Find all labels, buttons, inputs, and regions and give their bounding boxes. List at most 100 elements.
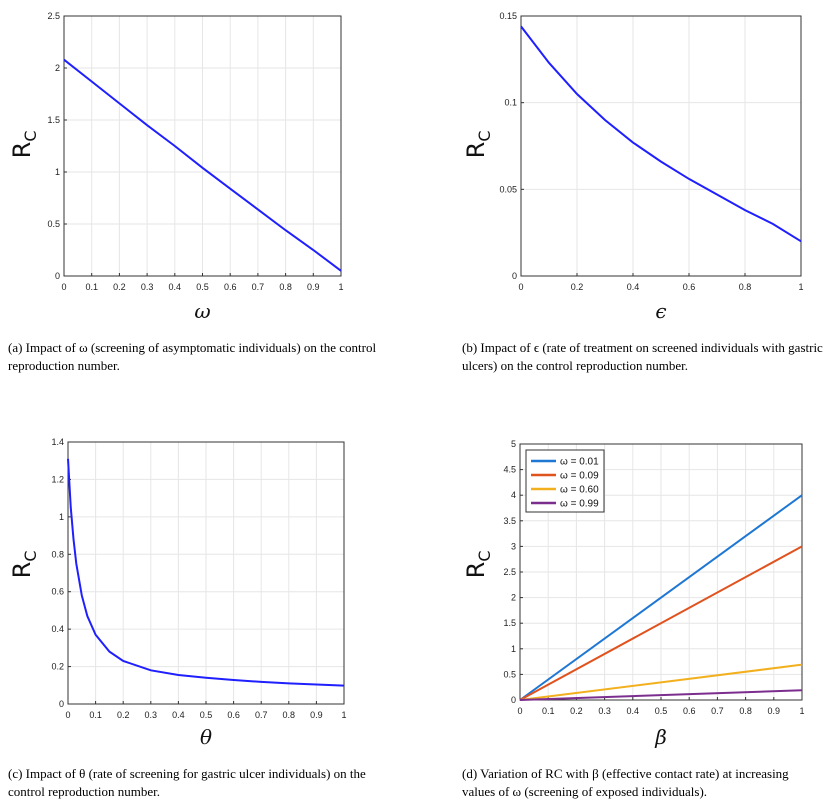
y-tick-label: 2.5 <box>47 11 60 21</box>
x-tick-label: 0 <box>518 282 523 292</box>
plot-frame <box>63 15 342 277</box>
x-tick-label: 0.1 <box>542 706 555 716</box>
y-tick-label: 0 <box>512 271 517 281</box>
caption-d: (d) Variation of RC with β (effective co… <box>462 766 789 799</box>
x-tick-label: 0.4 <box>172 710 185 720</box>
y-axis-label-main: R <box>8 142 36 159</box>
x-tick-label: 0 <box>517 706 522 716</box>
x-tick-label: 0.5 <box>655 706 668 716</box>
series-line-1 <box>63 58 342 272</box>
x-axis-label: ϵ <box>655 299 666 323</box>
y-tick-label: 1.2 <box>51 474 64 484</box>
y-tick-label: 0.4 <box>51 624 64 634</box>
y-axis-label: RC <box>462 130 494 158</box>
y-axis-label: RC <box>462 550 494 578</box>
legend-entry: ω = 0.99 <box>560 499 599 510</box>
caption-a: (a) Impact of ω (screening of asymptomat… <box>8 340 377 373</box>
y-tick-label: 0.5 <box>47 219 60 229</box>
series-line-1 <box>520 25 802 243</box>
y-axis-label-main: R <box>462 562 490 579</box>
y-tick-label: 0.05 <box>499 184 517 194</box>
series-line-1 <box>67 458 345 687</box>
legend-entry: ω = 0.01 <box>560 457 599 468</box>
y-tick-label: 1 <box>55 167 60 177</box>
x-tick-label: 0.7 <box>255 710 268 720</box>
x-tick-label: 0.3 <box>598 706 611 716</box>
x-tick-label: 0.2 <box>113 282 126 292</box>
y-tick-label: 4 <box>511 490 516 500</box>
x-tick-label: 1 <box>799 706 804 716</box>
y-axis-label: RC <box>8 130 40 158</box>
chart-d: 0 0.1 0.2 0.3 0.4 0.5 0.6 0.7 0.8 0.9 1 0 0.5 1 1.5 2 2.… <box>462 439 805 749</box>
y-tick-label: 0 <box>511 695 516 705</box>
x-tick-label: 0.1 <box>85 282 98 292</box>
x-tick-label: 0.4 <box>627 706 640 716</box>
plot-frame <box>519 443 803 701</box>
plot-frame <box>67 441 345 705</box>
x-tick-label: 0.9 <box>310 710 323 720</box>
x-tick-label: 0.3 <box>145 710 158 720</box>
x-tick-label: 0 <box>65 710 70 720</box>
x-tick-label: 0.6 <box>227 710 240 720</box>
x-tick-label: 0.7 <box>711 706 724 716</box>
x-tick-label: 0.2 <box>570 706 583 716</box>
y-tick-label: 2.5 <box>503 567 516 577</box>
x-tick-label: 0.5 <box>200 710 213 720</box>
x-tick-label: 0.8 <box>283 710 296 720</box>
y-tick-label: 0.1 <box>504 98 517 108</box>
x-tick-label: 0.3 <box>141 282 154 292</box>
x-tick-label: 1 <box>341 710 346 720</box>
y-tick-label: 0.2 <box>51 662 64 672</box>
x-tick-label: 0.5 <box>196 282 209 292</box>
series-line-4 <box>519 689 803 701</box>
y-tick-label: 0.8 <box>51 549 64 559</box>
y-tick-label: 0.6 <box>51 587 64 597</box>
y-axis-label-main: R <box>8 562 36 579</box>
x-tick-label: 0.8 <box>279 282 292 292</box>
y-axis-label-subscript: C <box>21 550 40 561</box>
x-axis-label: β <box>654 725 667 749</box>
x-tick-label: 0.8 <box>739 706 752 716</box>
x-tick-label: 0.6 <box>683 706 696 716</box>
x-tick-label: 1 <box>798 282 803 292</box>
x-tick-label: 0 <box>61 282 66 292</box>
x-tick-label: 0.6 <box>683 282 696 292</box>
y-tick-label: 2 <box>511 593 516 603</box>
y-axis-label: RC <box>8 550 40 578</box>
caption-c: (c) Impact of θ (rate of screening for g… <box>8 766 366 799</box>
y-axis-label-main: R <box>462 142 490 159</box>
y-tick-label: 1.4 <box>51 437 64 447</box>
series-line-3 <box>519 663 803 701</box>
x-tick-label: 0.4 <box>627 282 640 292</box>
x-tick-label: 0.6 <box>224 282 237 292</box>
caption-b: (b) Impact of ϵ (rate of treatment on sc… <box>462 340 823 373</box>
chart-c: 0 0.1 0.2 0.3 0.4 0.5 0.6 0.7 0.8 0.9 1 0 0.2 0.4 0.6 0… <box>8 437 347 749</box>
x-tick-label: 0.2 <box>117 710 130 720</box>
y-tick-label: 4.5 <box>503 465 516 475</box>
y-tick-label: 1 <box>511 644 516 654</box>
y-tick-label: 0.5 <box>503 669 516 679</box>
y-tick-label: 0.15 <box>499 11 517 21</box>
y-tick-label: 1 <box>59 512 64 522</box>
x-tick-label: 0.9 <box>307 282 320 292</box>
x-tick-label: 0.4 <box>169 282 182 292</box>
y-tick-label: 1.5 <box>47 115 60 125</box>
series-line-2 <box>519 545 803 701</box>
y-axis-label-subscript: C <box>475 130 494 141</box>
x-tick-label: 0.9 <box>768 706 781 716</box>
x-axis-label: ω <box>194 299 210 323</box>
series-line-1 <box>519 494 803 701</box>
x-axis-label: θ <box>200 725 212 749</box>
x-tick-label: 0.8 <box>739 282 752 292</box>
y-tick-label: 1.5 <box>503 618 516 628</box>
x-tick-label: 0.7 <box>252 282 265 292</box>
legend-entry: ω = 0.09 <box>560 471 599 482</box>
y-tick-label: 3 <box>511 541 516 551</box>
x-tick-label: 0.1 <box>89 710 102 720</box>
y-axis-label-subscript: C <box>21 130 40 141</box>
x-tick-label: 0.2 <box>571 282 584 292</box>
y-tick-label: 2 <box>55 63 60 73</box>
y-axis-label-subscript: C <box>475 550 494 561</box>
legend-entry: ω = 0.60 <box>560 485 599 496</box>
